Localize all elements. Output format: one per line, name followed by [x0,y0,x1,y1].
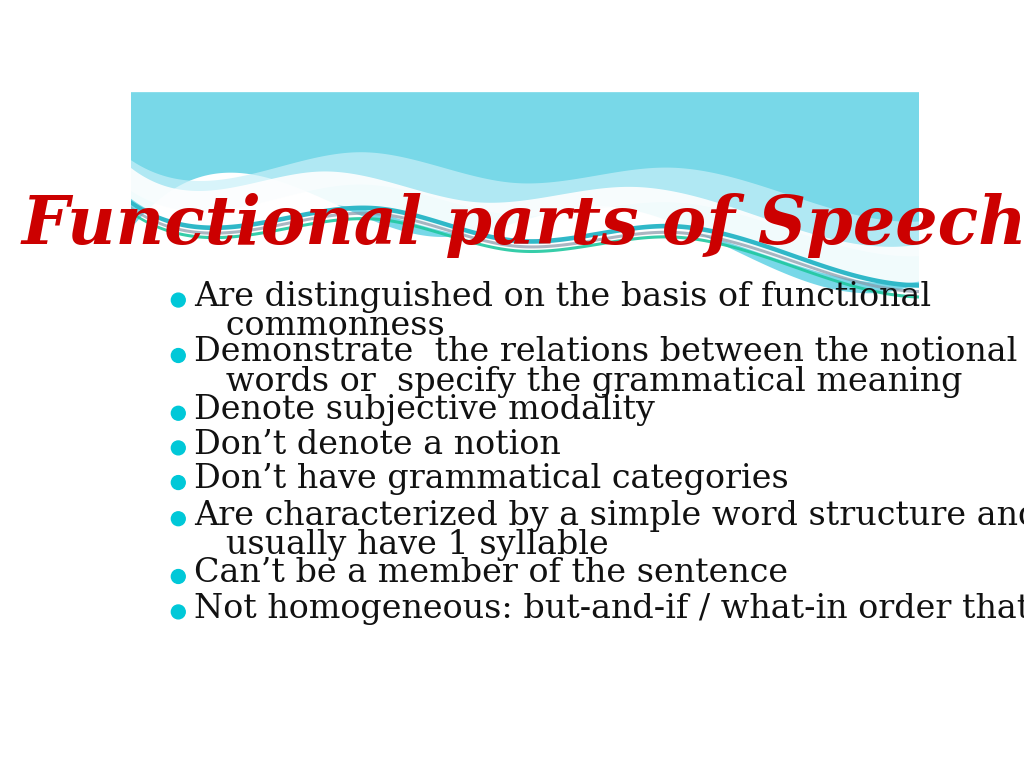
Text: Don’t denote a notion: Don’t denote a notion [194,429,560,461]
Circle shape [171,349,185,362]
Circle shape [171,441,185,455]
Polygon shape [131,92,920,293]
Circle shape [171,605,185,619]
Circle shape [171,406,185,420]
Text: Denote subjective modality: Denote subjective modality [194,394,654,426]
Text: Functional parts of Speech: Functional parts of Speech [22,193,1024,258]
Polygon shape [131,210,920,299]
Circle shape [171,511,185,525]
Text: Are distinguished on the basis of functional: Are distinguished on the basis of functi… [194,281,931,313]
Polygon shape [131,200,920,288]
Polygon shape [131,152,920,257]
Polygon shape [131,92,920,684]
Text: Demonstrate  the relations between the notional: Demonstrate the relations between the no… [194,336,1017,369]
Text: Not homogeneous: but-and-if / what-in order that: Not homogeneous: but-and-if / what-in or… [194,593,1024,625]
Text: Can’t be a member of the sentence: Can’t be a member of the sentence [194,558,787,589]
Text: words or  specify the grammatical meaning: words or specify the grammatical meaning [194,366,963,398]
Text: usually have 1 syllable: usually have 1 syllable [194,529,608,561]
Text: commonness: commonness [194,310,444,343]
Circle shape [171,293,185,307]
Polygon shape [131,167,920,283]
Text: Don’t have grammatical categories: Don’t have grammatical categories [194,463,788,495]
Polygon shape [131,206,920,293]
Text: Are characterized by a simple word structure and: Are characterized by a simple word struc… [194,500,1024,531]
Polygon shape [131,92,920,260]
Circle shape [171,570,185,584]
Circle shape [171,475,185,489]
